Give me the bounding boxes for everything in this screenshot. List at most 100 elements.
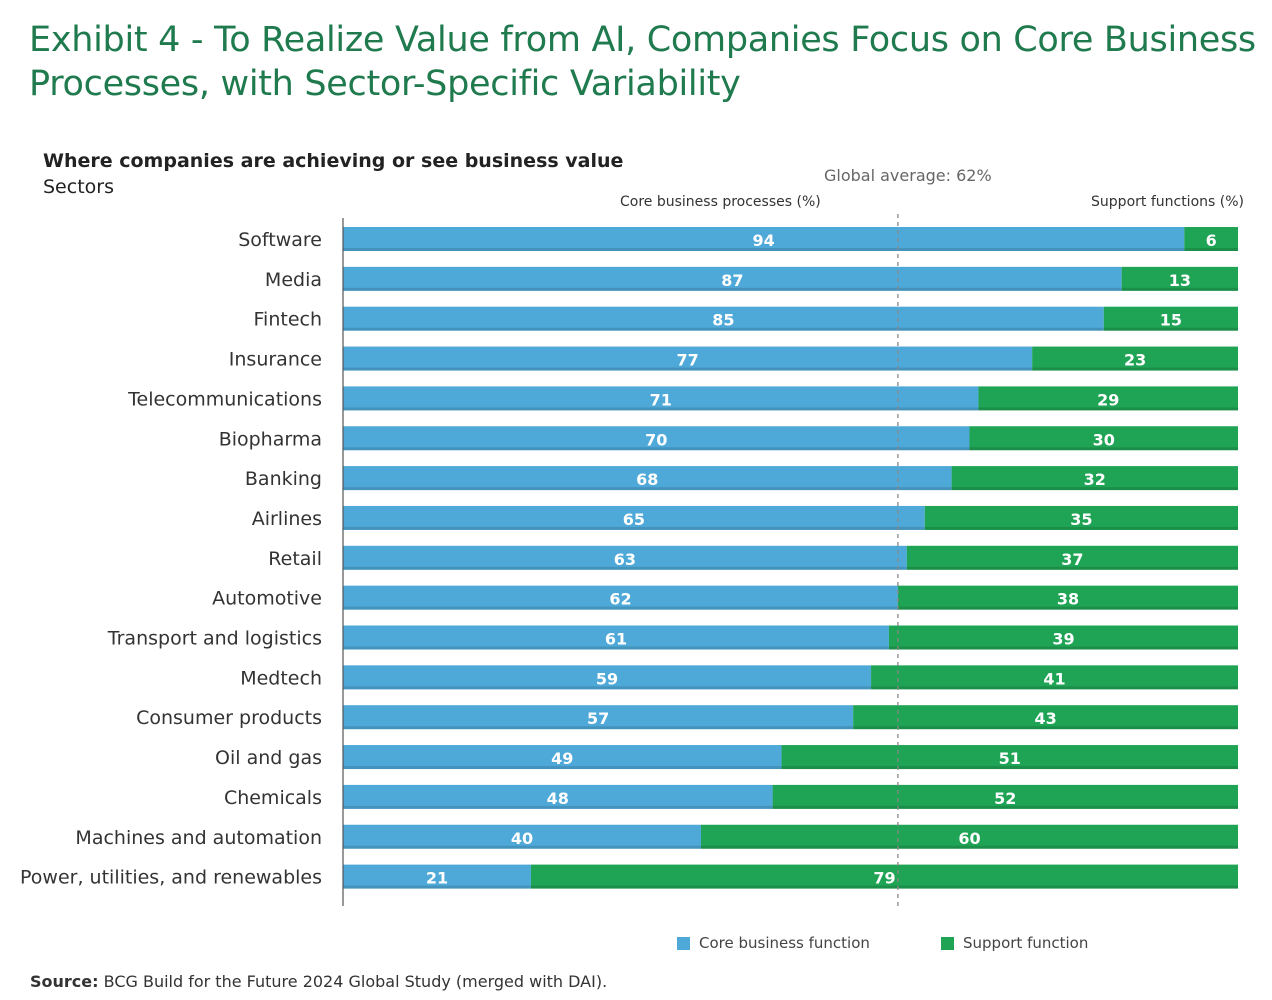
core-value-label: 49 <box>551 749 573 768</box>
support-value-label: 15 <box>1160 311 1182 330</box>
core-value-label: 87 <box>721 271 743 290</box>
support-bar <box>888 625 1238 650</box>
category-label: Automotive <box>212 588 322 610</box>
core-bar-shade <box>343 805 773 809</box>
core-value-label: 62 <box>609 590 631 609</box>
support-bar <box>951 466 1238 491</box>
category-label: Software <box>238 229 322 251</box>
core-value-label: 68 <box>636 470 658 489</box>
support-bar <box>1184 227 1238 251</box>
support-bar-shade <box>530 885 1238 889</box>
core-bar-shade <box>343 248 1185 251</box>
core-bar-shade <box>343 287 1122 291</box>
category-label: Power, utilities, and renewables <box>20 867 322 889</box>
support-bar-shade <box>871 686 1238 690</box>
category-label: Retail <box>268 548 322 570</box>
category-label: Fintech <box>254 309 323 331</box>
core-bar <box>343 505 925 530</box>
support-value-label: 60 <box>958 829 980 848</box>
core-bar-shade <box>343 766 782 770</box>
global-average-label: Global average: 62% <box>824 166 992 185</box>
support-bar <box>897 585 1238 610</box>
core-bar-shade <box>343 606 898 610</box>
core-bar <box>343 545 907 570</box>
core-bar <box>343 585 898 610</box>
category-label: Machines and automation <box>75 827 322 849</box>
core-value-label: 40 <box>511 829 533 848</box>
legend-core-label: Core business function <box>699 934 870 952</box>
support-value-label: 52 <box>994 789 1016 808</box>
core-bar-shade <box>343 407 979 411</box>
category-label: Banking <box>245 468 322 490</box>
category-label: Transport and logistics <box>107 628 322 650</box>
legend-support-swatch <box>941 936 954 950</box>
support-value-label: 51 <box>999 749 1021 768</box>
support-value-label: 43 <box>1034 709 1056 728</box>
support-bar-shade <box>897 606 1238 610</box>
core-bar-shade <box>343 686 872 690</box>
support-bar <box>906 545 1238 570</box>
support-value-label: 32 <box>1084 470 1106 489</box>
support-bar-shade <box>1032 367 1238 371</box>
support-bar-shade <box>853 726 1238 730</box>
support-value-label: 29 <box>1097 390 1119 409</box>
support-bar-shade <box>701 845 1238 849</box>
core-value-label: 71 <box>650 390 672 409</box>
support-value-label: 38 <box>1057 590 1079 609</box>
core-bar <box>343 625 889 650</box>
support-bar-shade <box>924 526 1238 530</box>
support-bar-shade <box>906 566 1238 570</box>
support-bar-shade <box>888 646 1238 650</box>
support-bar <box>530 864 1238 889</box>
legend-core: Core business function <box>677 934 870 952</box>
support-bar <box>781 745 1238 770</box>
support-bar <box>1032 346 1238 371</box>
core-bar-shade <box>343 566 907 570</box>
legend-core-swatch <box>677 936 690 950</box>
support-value-label: 23 <box>1124 351 1146 370</box>
core-bar <box>343 824 701 849</box>
core-bar <box>343 864 531 889</box>
support-bar <box>978 386 1238 411</box>
core-bar-shade <box>343 487 952 491</box>
support-bar-shade <box>1184 248 1238 251</box>
core-column-header: Core business processes (%) <box>620 194 821 210</box>
core-value-label: 77 <box>676 351 698 370</box>
support-value-label: 41 <box>1043 669 1065 688</box>
support-bar <box>701 824 1238 849</box>
axis-category-label: Sectors <box>43 176 114 198</box>
source-label: Source: <box>30 972 99 991</box>
support-value-label: 6 <box>1206 231 1217 250</box>
core-bar-shade <box>343 646 889 650</box>
category-label: Telecommunications <box>127 388 322 410</box>
core-bar-shade <box>343 327 1104 331</box>
support-value-label: 13 <box>1169 271 1191 290</box>
support-bar-shade <box>781 766 1238 770</box>
source-note: Source: BCG Build for the Future 2024 Gl… <box>30 972 607 991</box>
chart-title: Exhibit 4 - To Realize Value from AI, Co… <box>29 18 1259 106</box>
category-label: Insurance <box>229 349 322 371</box>
core-bar <box>343 784 773 809</box>
legend-support: Support function <box>941 934 1088 952</box>
support-value-label: 39 <box>1052 630 1074 649</box>
support-bar <box>1103 306 1238 331</box>
category-label: Biopharma <box>219 428 322 450</box>
support-bar-shade <box>978 407 1238 411</box>
support-bar-shade <box>1121 287 1238 291</box>
core-value-label: 21 <box>426 869 448 888</box>
support-bar <box>772 784 1238 809</box>
title-line-2: Processes, with Sector-Specific Variabil… <box>29 64 741 104</box>
core-value-label: 94 <box>753 231 775 250</box>
core-bar <box>343 386 979 411</box>
support-column-header: Support functions (%) <box>1091 194 1244 210</box>
support-bar-shade <box>1103 327 1238 331</box>
core-bar <box>343 426 970 451</box>
category-label: Oil and gas <box>215 747 322 769</box>
stacked-bar-chart: Software 94 6 Media 87 13 Fintech 85 15 Insurance… <box>20 210 1238 906</box>
support-value-label: 35 <box>1070 510 1092 529</box>
chart-subtitle: Where companies are achieving or see bus… <box>43 150 624 172</box>
support-value-label: 37 <box>1061 550 1083 569</box>
core-bar <box>343 306 1104 331</box>
core-bar-shade <box>343 726 854 730</box>
core-bar-shade <box>343 447 970 451</box>
